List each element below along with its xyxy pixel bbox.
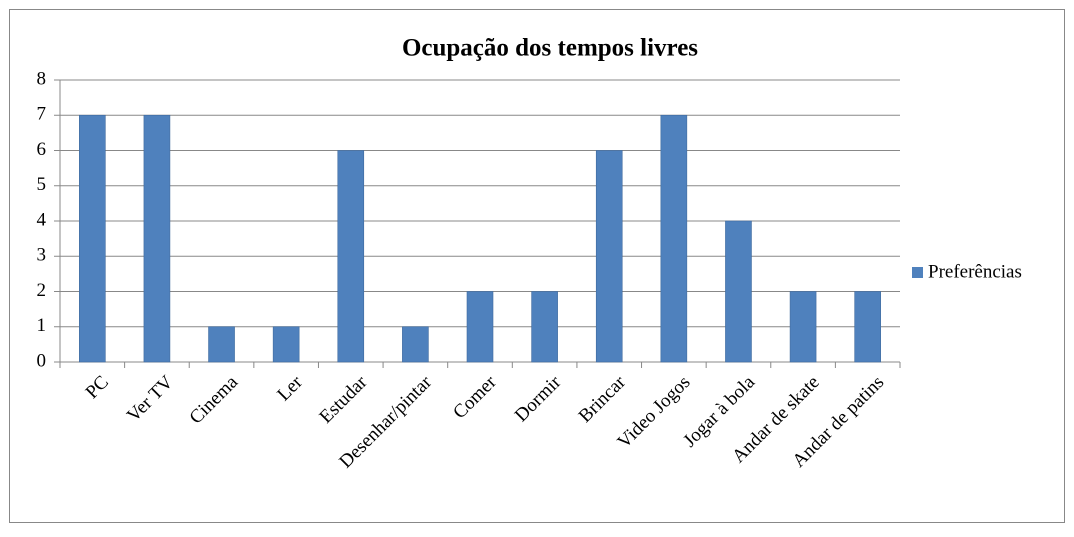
y-tick-label: 4 [37,209,47,230]
legend-label: Preferências [928,261,1022,282]
y-tick-label: 2 [37,280,47,301]
bar [143,114,171,363]
bar [660,114,688,363]
y-tick-label: 6 [37,139,47,160]
chart-border [9,9,1065,523]
bar [725,220,752,363]
bar [402,326,429,363]
y-tick-label: 1 [37,315,47,336]
bar [595,150,623,363]
bar [531,291,558,363]
chart-title: Ocupação dos tempos livres [402,35,698,62]
bar [789,291,817,363]
y-tick-label: 0 [37,350,47,371]
bar [208,326,235,363]
y-tick-label: 7 [37,104,47,125]
y-tick-label: 3 [37,245,47,266]
bar [466,291,494,363]
bar [272,326,300,363]
bar [854,291,881,363]
bar [337,150,365,363]
y-tick-label: 5 [37,174,47,195]
y-tick-label: 8 [37,68,47,89]
legend-swatch [912,267,923,278]
bar [79,114,106,363]
